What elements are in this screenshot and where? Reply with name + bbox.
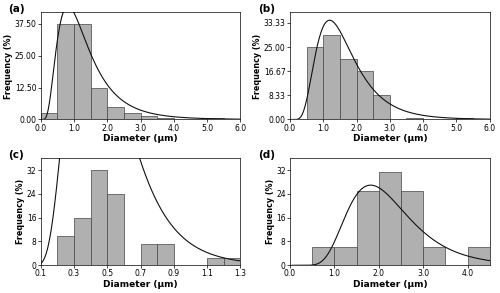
Bar (356, 71, 373, 120)
Bar (90, 88, 107, 120)
Bar (58, 24, 74, 120)
X-axis label: Diameter (μm): Diameter (μm) (352, 134, 427, 143)
Bar (207, 118, 224, 120)
X-axis label: Diameter (μm): Diameter (μm) (103, 280, 178, 289)
Bar (74, 218, 90, 265)
Bar (378, 172, 401, 265)
Bar (90, 170, 107, 265)
Bar (456, 118, 473, 120)
Bar (207, 258, 224, 265)
Bar (323, 35, 340, 120)
Bar (406, 118, 423, 120)
Bar (306, 47, 323, 120)
Bar (107, 107, 124, 120)
Bar (224, 258, 240, 265)
Bar (157, 118, 174, 120)
Bar (468, 247, 490, 265)
Bar (140, 244, 157, 265)
Bar (58, 236, 74, 265)
Y-axis label: Frequency (%): Frequency (%) (254, 33, 262, 98)
Bar (157, 244, 174, 265)
Text: (a): (a) (8, 4, 25, 14)
Bar (74, 24, 90, 120)
X-axis label: Diameter (μm): Diameter (μm) (352, 280, 427, 289)
Text: (b): (b) (258, 4, 275, 14)
Bar (401, 191, 423, 265)
Bar (124, 113, 140, 120)
Bar (340, 59, 356, 120)
Bar (312, 247, 334, 265)
Y-axis label: Frequency (%): Frequency (%) (266, 179, 274, 244)
Y-axis label: Frequency (%): Frequency (%) (4, 33, 13, 98)
Text: (d): (d) (258, 150, 275, 160)
Bar (40, 113, 58, 120)
Bar (423, 247, 446, 265)
X-axis label: Diameter (μm): Diameter (μm) (103, 134, 178, 143)
Bar (356, 191, 378, 265)
Y-axis label: Frequency (%): Frequency (%) (16, 179, 26, 244)
Bar (334, 247, 356, 265)
Bar (140, 116, 157, 120)
Bar (373, 95, 390, 120)
Bar (107, 194, 124, 265)
Text: (c): (c) (8, 150, 24, 160)
